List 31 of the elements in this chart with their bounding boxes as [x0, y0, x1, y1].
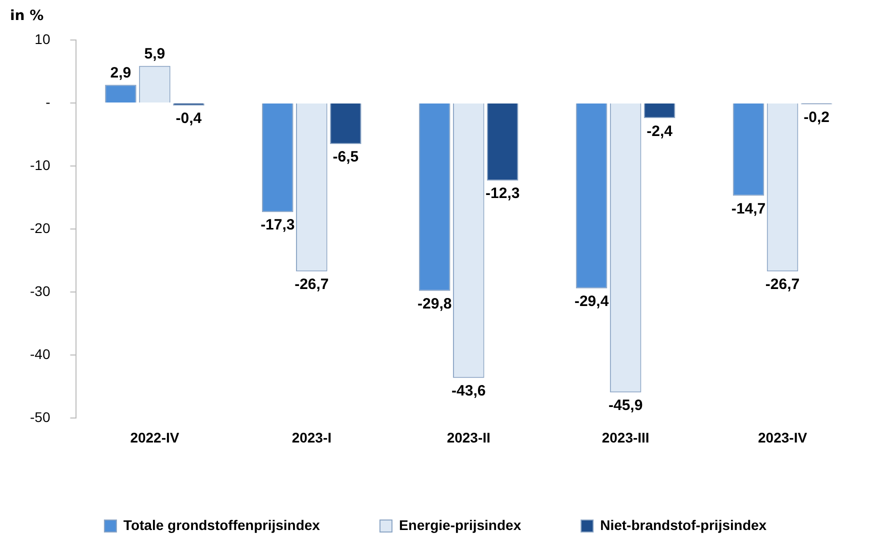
legend-label: Energie-prijsindex — [398, 516, 522, 533]
data-label: -2,4 — [646, 122, 674, 140]
data-label: -0,4 — [176, 110, 202, 128]
data-label: -29,4 — [574, 292, 610, 310]
data-label: -12,3 — [486, 185, 520, 202]
data-label: 5,9 — [144, 45, 166, 62]
data-label: -26,7 — [294, 276, 329, 293]
x-tick-label: 2023-IV — [758, 429, 808, 446]
y-tick-label: -10 — [30, 156, 50, 173]
data-label: -29,8 — [418, 296, 452, 313]
data-label: -43,6 — [452, 382, 486, 400]
y-tick-label: 10 — [34, 30, 50, 47]
legend-label: Totale grondstoffenprijsindex — [123, 516, 320, 533]
x-tick-label: 2022-IV — [130, 429, 180, 446]
data-label: 2,9 — [110, 64, 132, 82]
y-tick-label: -30 — [30, 282, 50, 299]
x-tick-label: 2023-III — [602, 429, 650, 446]
y-tick-label: -20 — [30, 220, 50, 236]
legend-label: Niet-brandstof-prijsindex — [600, 516, 767, 533]
data-label: -17,3 — [260, 216, 295, 234]
x-tick-label: 2023-II — [446, 429, 490, 446]
y-tick-label: - — [46, 94, 51, 110]
data-label: -6,5 — [332, 148, 359, 166]
y-tick-label: -40 — [30, 346, 50, 362]
y-tick-label: -50 — [30, 409, 50, 426]
data-label: -14,7 — [731, 200, 766, 218]
data-label: -0,2 — [804, 108, 830, 126]
data-label: -26,7 — [765, 276, 800, 293]
data-label: -45,9 — [608, 396, 643, 414]
x-tick-label: 2023-I — [292, 429, 332, 446]
y-axis-title: in % — [10, 8, 44, 24]
